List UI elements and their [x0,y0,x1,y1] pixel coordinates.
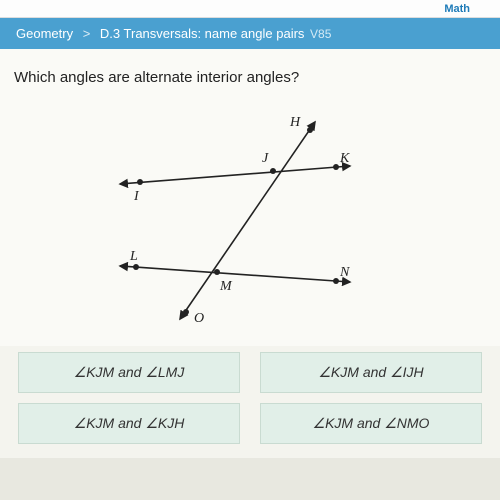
breadcrumb-skill[interactable]: D.3 Transversals: name angle pairs [100,26,304,41]
breadcrumb: Geometry > D.3 Transversals: name angle … [0,18,500,49]
answer-option-4[interactable]: ∠KJM and ∠NMO [260,403,482,444]
svg-text:L: L [129,249,138,264]
question-panel: Which angles are alternate interior angl… [0,49,500,346]
svg-text:K: K [339,151,350,166]
answer-grid: ∠KJM and ∠LMJ ∠KJM and ∠IJH ∠KJM and ∠KJ… [0,346,500,458]
answer-option-2[interactable]: ∠KJM and ∠IJH [260,352,482,393]
diagram-container: I J K L M N H O [14,104,486,334]
brand-label: Math [444,3,470,15]
svg-text:N: N [339,265,350,280]
answer-option-1[interactable]: ∠KJM and ∠LMJ [18,352,240,393]
svg-text:H: H [289,115,301,130]
svg-text:M: M [219,279,233,294]
breadcrumb-subject[interactable]: Geometry [16,26,73,41]
chevron-right-icon: > [83,26,91,41]
question-text: Which angles are alternate interior angl… [14,69,486,86]
breadcrumb-code: V85 [310,27,331,41]
svg-text:I: I [133,189,140,204]
svg-text:O: O [194,311,204,326]
svg-text:J: J [262,151,269,166]
window-top-bar: Math [0,0,500,18]
answer-option-3[interactable]: ∠KJM and ∠KJH [18,403,240,444]
transversal-diagram: I J K L M N H O [90,104,410,334]
